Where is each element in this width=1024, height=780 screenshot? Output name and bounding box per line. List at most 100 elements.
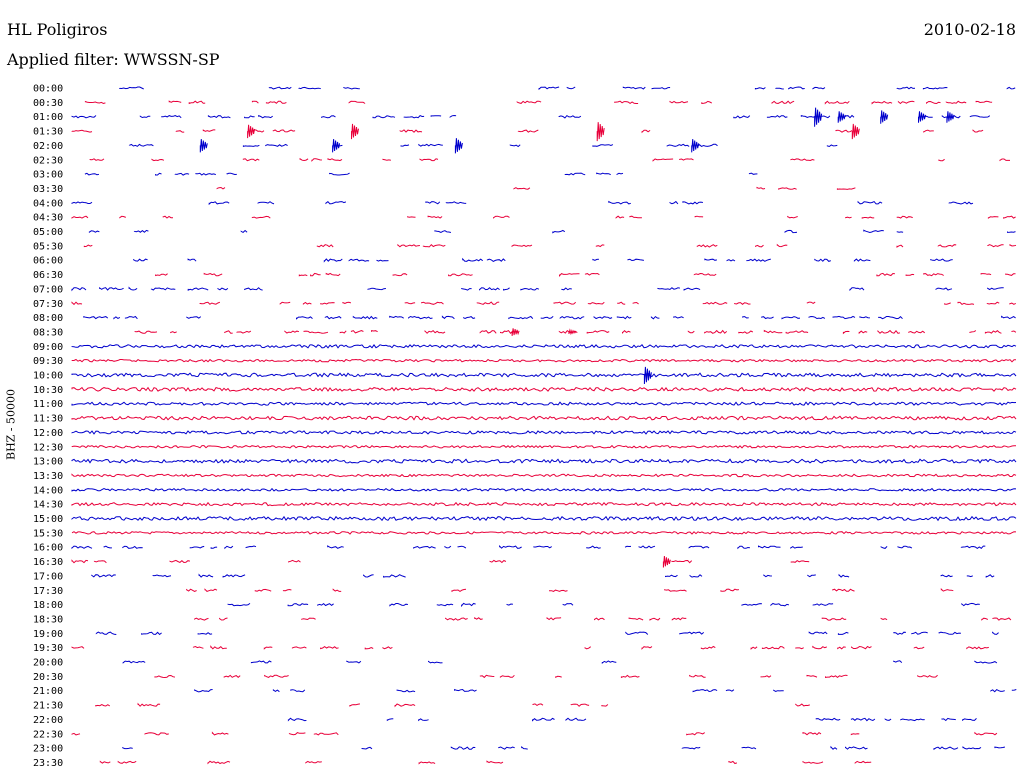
trace-line [91,573,995,578]
time-label: 08:30 [33,327,63,338]
time-label: 15:00 [33,514,63,525]
time-label: 15:30 [33,528,63,539]
trace-line [95,631,999,636]
time-label: 06:30 [33,270,63,281]
trace-line [71,645,989,650]
time-label: 19:30 [33,643,63,654]
time-label: 11:30 [33,414,63,425]
trace-line [71,401,1017,406]
time-label: 09:00 [33,342,63,353]
time-label: 23:30 [33,758,63,769]
trace-line [71,415,1017,421]
trace-line [71,545,986,550]
time-label: 02:00 [33,141,63,152]
time-label: 18:30 [33,614,63,625]
time-label: 05:30 [33,241,63,252]
trace-line [71,344,1017,349]
trace-line [84,172,758,176]
time-label: 17:30 [33,586,63,597]
trace-line [71,444,1016,449]
trace-line [194,616,1012,621]
trace-line [71,487,1017,492]
time-label: 14:30 [33,500,63,511]
trace-line [71,458,1017,464]
trace-line [71,430,1017,435]
trace-line [119,86,1016,91]
time-label: 22:30 [33,729,63,740]
trace-line [71,556,810,568]
trace-line [194,688,1017,693]
trace-line [287,717,977,722]
time-label: 03:30 [33,184,63,195]
station-title: HL Poligiros [7,20,108,39]
trace-line [71,386,1017,392]
time-label: 05:00 [33,227,63,238]
trace-line [133,257,953,263]
time-label: 23:00 [33,744,63,755]
time-label: 04:30 [33,213,63,224]
trace-line [71,301,1017,306]
trace-line [216,186,856,190]
time-label: 09:30 [33,356,63,367]
trace-line [154,674,938,679]
time-label: 13:00 [33,457,63,468]
time-label: 18:00 [33,600,63,611]
time-label: 00:30 [33,98,63,109]
time-label: 02:30 [33,155,63,166]
time-label: 10:30 [33,385,63,396]
trace-line [83,315,1016,320]
trace-line [71,473,1017,478]
time-label: 20:30 [33,672,63,683]
time-label: 20:00 [33,658,63,669]
filter-label: Applied filter: WWSSN-SP [7,50,220,69]
time-label: 22:00 [33,715,63,726]
trace-line [95,702,810,708]
trace-line [186,588,954,593]
time-label: 12:00 [33,428,63,439]
time-label: 21:30 [33,701,63,712]
trace-line [71,515,1017,522]
trace-line [227,602,980,608]
time-label: 19:00 [33,629,63,640]
trace-line [71,215,1016,219]
time-label: 07:30 [33,299,63,310]
time-label: 11:00 [33,399,63,410]
date-label: 2010-02-18 [923,20,1016,39]
trace-line [71,358,1017,363]
time-label: 21:00 [33,686,63,697]
trace-line [71,530,1017,535]
trace-line [71,366,1017,385]
trace-line [71,286,1004,292]
time-label: 03:00 [33,170,63,181]
trace-line [88,229,1016,234]
trace-line [83,243,1017,248]
time-label: 01:30 [33,127,63,138]
trace-line [71,501,1017,507]
trace-line [71,731,998,736]
time-label: 04:00 [33,198,63,209]
time-label: 17:00 [33,571,63,582]
time-label: 01:00 [33,112,63,123]
trace-line [71,122,984,142]
trace-line [71,107,991,127]
time-label: 06:00 [33,256,63,267]
trace-line [128,138,838,154]
time-label: 16:30 [33,557,63,568]
time-label: 16:00 [33,543,63,554]
time-label: 12:30 [33,442,63,453]
trace-line [89,157,1010,162]
time-label: 10:00 [33,371,63,382]
trace-line [99,760,872,765]
time-label: 08:00 [33,313,63,324]
time-label: 00:00 [33,84,63,95]
trace-line [122,660,998,665]
trace-line [71,200,974,206]
time-label: 14:00 [33,485,63,496]
time-label: 07:00 [33,284,63,295]
trace-line [155,272,1016,277]
trace-line [134,328,1017,336]
trace-line [122,745,1006,751]
time-label: 13:30 [33,471,63,482]
trace-line [84,100,993,105]
